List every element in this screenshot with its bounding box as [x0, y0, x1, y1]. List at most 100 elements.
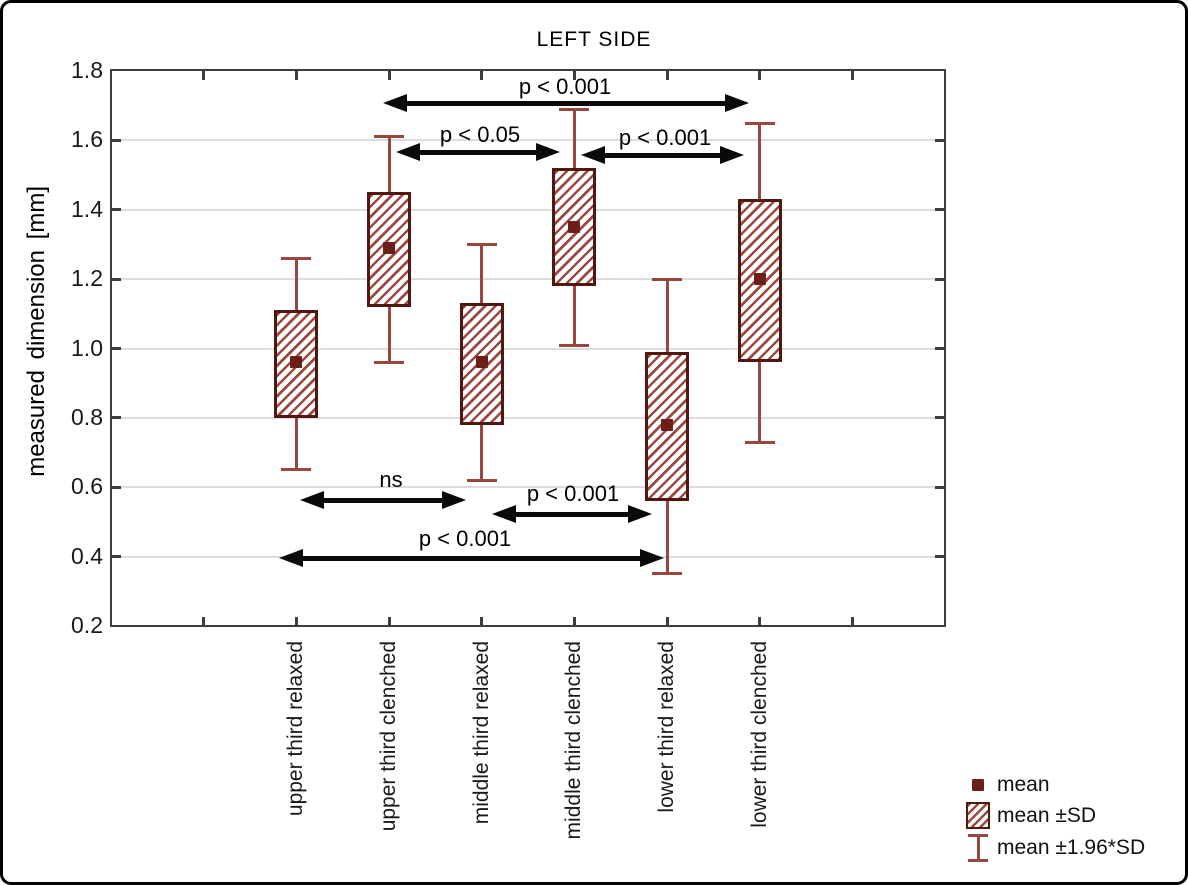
- arrow-head-left: [581, 146, 605, 164]
- significance-arrow-line: [320, 497, 446, 503]
- y-tick-right: [935, 138, 945, 142]
- x-tick-top: [202, 71, 206, 80]
- y-axis-title: measured dimension [mm]: [23, 186, 50, 477]
- significance-arrow-line: [512, 511, 632, 517]
- legend-item-ci: mean ±1.96*SD: [959, 834, 1145, 862]
- significance-arrow-line: [416, 149, 540, 155]
- legend-item-sd: mean ±SD: [959, 802, 1145, 829]
- gridline: [113, 486, 943, 489]
- whisker-cap-top: [744, 121, 775, 125]
- y-tick-label: 0.2: [71, 612, 103, 638]
- whisker-cap-top: [559, 107, 590, 111]
- arrow-head-left: [396, 143, 420, 161]
- whisker-cap-bottom: [559, 343, 590, 347]
- whisker-cap-bottom: [466, 478, 497, 482]
- y-tick-left: [111, 485, 121, 489]
- arrow-head-left: [492, 505, 516, 523]
- mean-marker: [383, 241, 395, 254]
- x-tick-bottom: [294, 617, 298, 626]
- x-tick-top: [387, 71, 391, 80]
- y-tick-label: 0.4: [71, 542, 103, 569]
- y-tick-label: 1.4: [71, 195, 103, 222]
- significance-label: p < 0.001: [618, 125, 712, 150]
- significance-arrow-line: [403, 100, 729, 106]
- chart-title: LEFT SIDE: [536, 28, 652, 51]
- category-label: upper third clenched: [377, 641, 400, 832]
- arrow-head-right: [628, 505, 652, 523]
- whisker-cap-top: [652, 277, 682, 281]
- category-label: lower third clenched: [747, 641, 771, 828]
- y-tick-left: [111, 277, 121, 281]
- y-tick-right: [935, 277, 945, 281]
- x-tick-bottom: [665, 617, 669, 626]
- whisker-icon: [959, 834, 997, 862]
- legend-label: mean ±1.96*SD: [997, 836, 1146, 859]
- y-tick-label: 0.6: [71, 473, 103, 500]
- gridline: [113, 208, 943, 211]
- arrow-head-left: [279, 549, 303, 567]
- category-label: middle third clenched: [562, 641, 586, 840]
- y-tick-label: 1.0: [71, 334, 103, 361]
- y-tick-right: [935, 208, 945, 212]
- gridline: [113, 347, 943, 350]
- y-tick-right: [935, 347, 945, 350]
- category-label: lower third relaxed: [655, 641, 678, 813]
- y-tick-left: [111, 208, 121, 212]
- x-tick-bottom: [850, 617, 854, 626]
- whisker-cap-bottom: [744, 440, 775, 444]
- y-tick-label: 0.8: [71, 403, 103, 430]
- gridline: [113, 416, 943, 419]
- legend-item-mean: mean: [959, 773, 1145, 797]
- y-tick-left: [111, 416, 121, 420]
- arrow-head-right: [536, 143, 560, 161]
- significance-label: ns: [379, 467, 403, 492]
- x-tick-top: [480, 71, 484, 80]
- whisker-cap-bottom: [281, 468, 312, 472]
- whisker-cap-top: [466, 242, 497, 246]
- significance-arrow-line: [299, 555, 644, 561]
- legend-label: mean ±SD: [997, 803, 1097, 827]
- whisker-cap-top: [374, 135, 404, 139]
- x-tick-top: [850, 71, 854, 80]
- y-tick-label: 1.8: [71, 57, 103, 83]
- whisker-cap-top: [281, 256, 312, 260]
- category-label: middle third relaxed: [469, 641, 493, 825]
- y-tick-right: [935, 416, 945, 420]
- gridline: [113, 139, 943, 142]
- whisker-cap-bottom: [652, 572, 682, 576]
- x-tick-bottom: [387, 617, 391, 626]
- arrow-head-right: [640, 549, 664, 567]
- legend: mean mean ±SD mean ±1.96*SD: [959, 773, 1145, 862]
- whisker-cap-bottom: [374, 360, 404, 364]
- x-tick-top: [572, 71, 576, 80]
- significance-arrow-line: [601, 152, 724, 158]
- significance-label: p < 0.001: [418, 526, 512, 551]
- x-tick-bottom: [480, 617, 484, 626]
- y-tick-left: [111, 347, 121, 350]
- y-tick-left: [111, 555, 121, 559]
- sd-box-icon: [959, 802, 997, 829]
- y-tick-right: [935, 485, 945, 489]
- mean-marker: [568, 221, 581, 234]
- x-tick-bottom: [202, 617, 206, 626]
- x-tick-top: [665, 71, 669, 80]
- y-tick-label: 1.6: [71, 126, 103, 153]
- mean-marker: [661, 418, 673, 431]
- x-tick-bottom: [572, 617, 576, 626]
- significance-label: p < 0.05: [439, 122, 521, 147]
- gridline: [113, 278, 943, 281]
- mean-marker: [475, 356, 488, 369]
- arrow-head-left: [300, 491, 324, 509]
- significance-label: p < 0.001: [526, 481, 620, 506]
- arrow-head-right: [720, 146, 744, 164]
- mean-square-icon: [959, 779, 997, 791]
- x-tick-bottom: [758, 617, 762, 626]
- mean-marker: [290, 356, 303, 369]
- mean-marker: [753, 273, 766, 286]
- x-tick-top: [758, 71, 762, 80]
- arrow-head-left: [383, 94, 407, 112]
- legend-label: mean: [997, 773, 1050, 796]
- category-label: upper third relaxed: [284, 641, 308, 817]
- x-tick-top: [294, 71, 298, 80]
